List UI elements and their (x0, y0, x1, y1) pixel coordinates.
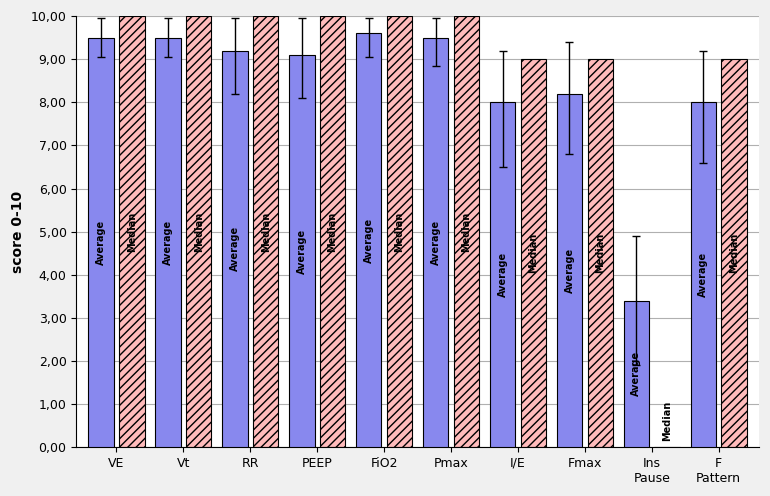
Bar (557, 94, 582, 447)
Text: Average: Average (698, 252, 708, 297)
Text: Median: Median (194, 211, 204, 252)
Text: Median: Median (729, 233, 739, 273)
Bar (289, 55, 314, 447)
Bar (119, 16, 145, 447)
Bar (387, 16, 412, 447)
Y-axis label: score 0-10: score 0-10 (11, 190, 25, 273)
Text: Average: Average (497, 252, 507, 297)
Bar (521, 59, 546, 447)
Bar (253, 16, 279, 447)
Bar (89, 38, 114, 447)
Text: Average: Average (296, 229, 306, 274)
Bar (691, 102, 716, 447)
Text: Average: Average (163, 220, 173, 265)
Text: Median: Median (127, 211, 137, 252)
Text: Median: Median (662, 400, 672, 441)
Text: Average: Average (631, 351, 641, 396)
Bar (223, 51, 248, 447)
Text: Average: Average (363, 218, 373, 263)
Bar (356, 33, 381, 447)
Bar (624, 301, 649, 447)
Bar (186, 16, 212, 447)
Bar (490, 102, 515, 447)
Text: Median: Median (327, 211, 337, 252)
Bar (588, 59, 613, 447)
Text: Median: Median (461, 211, 471, 252)
Text: Average: Average (230, 226, 240, 271)
Text: Median: Median (595, 233, 605, 273)
Text: Average: Average (564, 248, 574, 293)
Bar (454, 16, 479, 447)
Bar (320, 16, 345, 447)
Text: Average: Average (96, 220, 106, 265)
Bar (156, 38, 181, 447)
Text: Average: Average (430, 220, 440, 265)
Bar (721, 59, 747, 447)
Bar (423, 38, 448, 447)
Text: Median: Median (528, 233, 538, 273)
Text: Median: Median (261, 211, 271, 252)
Text: Median: Median (394, 211, 404, 252)
